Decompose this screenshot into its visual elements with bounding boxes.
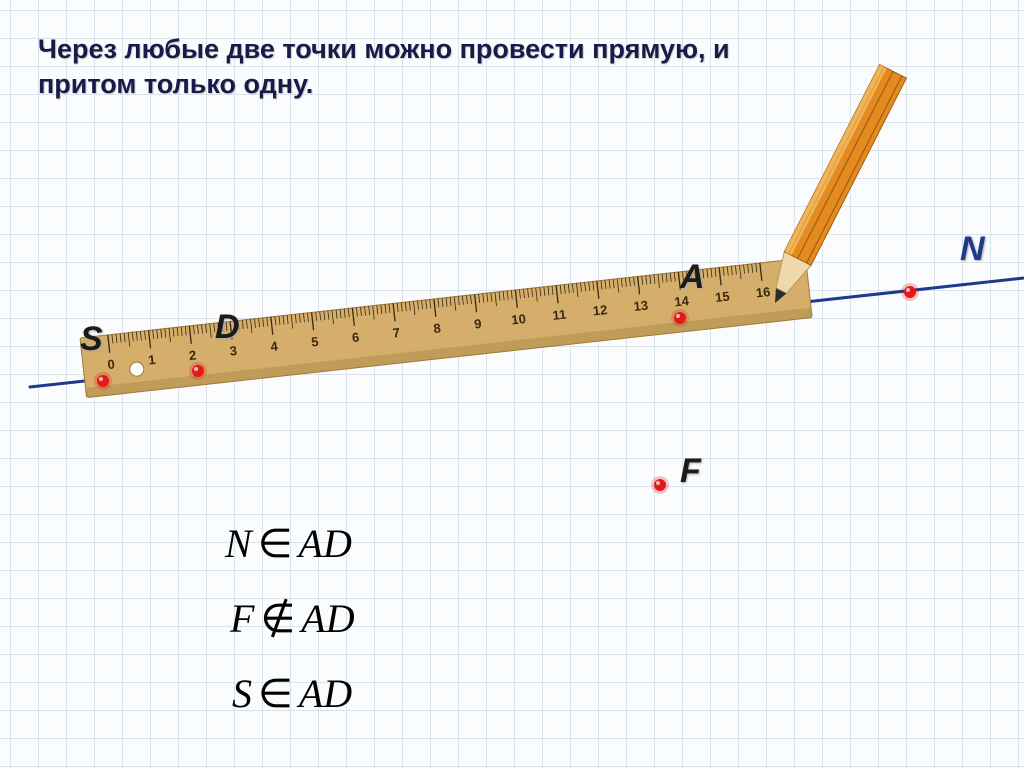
point-A [674, 312, 686, 324]
svg-text:12: 12 [592, 302, 608, 318]
label-N: N [960, 230, 985, 269]
point-F [654, 479, 666, 491]
point-S [97, 375, 109, 387]
svg-text:10: 10 [511, 311, 527, 327]
formula-2: F∉AD [230, 595, 355, 642]
svg-text:15: 15 [714, 289, 730, 305]
label-D: D [215, 308, 240, 347]
label-A: A [680, 258, 705, 297]
pencil [762, 65, 907, 310]
label-S: S [80, 320, 103, 359]
formula-1: N∈AD [225, 520, 352, 567]
svg-text:13: 13 [633, 298, 649, 314]
point-N [904, 286, 916, 298]
label-F: F [680, 452, 701, 491]
point-D [192, 365, 204, 377]
svg-text:11: 11 [552, 307, 567, 323]
svg-text:16: 16 [755, 284, 771, 300]
formula-3: S∈AD [232, 670, 352, 717]
diagram-svg: 012345678910111213141516 [0, 0, 1024, 768]
